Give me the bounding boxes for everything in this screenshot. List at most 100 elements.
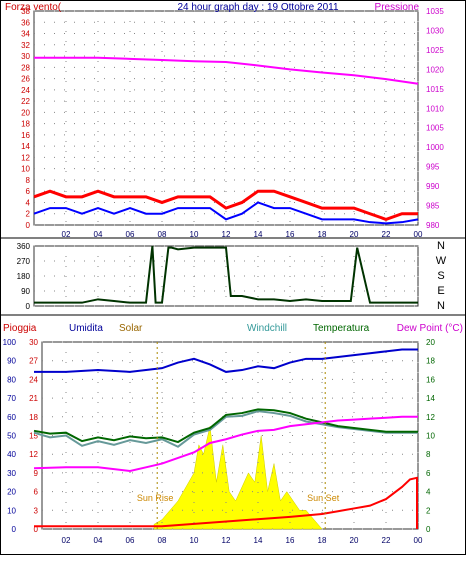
wind-tick-label: 34 [21,30,30,39]
right-tick-label: 10 [426,432,435,441]
direction-tick-label: 90 [21,287,30,296]
direction-tick-label: 0 [26,302,31,311]
wind-tick-label: 6 [26,187,31,196]
x-tick-label: 14 [254,230,263,239]
temp-tick-label: 24 [29,375,38,384]
compass-label: S [437,270,444,282]
humidity-tick-label: 20 [7,488,16,497]
x-tick-label: 12 [222,536,231,545]
x-tick-label: 10 [190,536,199,545]
humidity-tick-label: 30 [7,469,16,478]
sunset-label: Sun Set [307,493,340,503]
right-tick-label: 16 [426,375,435,384]
humidity-tick-label: 10 [7,506,16,515]
dewpoint-label: Dew Point (°C) [397,323,463,334]
pressure-tick-label: 995 [426,163,440,172]
x-tick-label: 02 [62,536,71,545]
wind-tick-label: 28 [21,63,30,72]
right-tick-label: 4 [426,488,431,497]
x-tick-label: 04 [94,536,103,545]
rain-line [34,476,419,528]
right-tick-label: 12 [426,413,435,422]
temperature-line [33,408,418,444]
temp-tick-label: 3 [34,506,39,515]
wind-tick-label: 12 [21,153,30,162]
sunrise-label: Sun Rise [137,493,174,503]
temp-tick-label: 27 [29,357,38,366]
x-tick-label: 00 [414,230,423,239]
compass-label: N [437,300,445,312]
direction-tick-label: 270 [17,257,31,266]
x-tick-label: 12 [222,230,231,239]
x-tick-label: 00 [414,536,423,545]
x-tick-label: 22 [382,536,391,545]
pressure-line [34,56,419,85]
plot-area-wind [33,10,419,226]
solar-area [153,426,323,530]
wind-direction-line [34,245,418,304]
wind-axis-label: Forza vento( [5,2,62,13]
pressure-tick-label: 1025 [426,46,444,55]
x-tick-label: 18 [318,536,327,545]
wind-tick-label: 16 [21,131,30,140]
pressure-tick-label: 1010 [426,104,444,113]
solar-label: Solar [119,323,143,334]
x-tick-label: 08 [158,230,167,239]
temp-tick-label: 0 [34,525,39,534]
right-tick-label: 0 [426,525,431,534]
x-tick-label: 16 [286,230,295,239]
temperature-label: Temperatura [313,323,370,334]
x-tick-label: 22 [382,230,391,239]
wind-tick-label: 8 [26,176,31,185]
humidity-tick-label: 70 [7,394,16,403]
pressure-tick-label: 980 [426,221,440,230]
wind-tick-label: 20 [21,108,30,117]
pressure-tick-label: 990 [426,182,440,191]
temp-tick-label: 9 [34,469,39,478]
rain-label: Pioggia [3,323,37,334]
x-tick-label: 20 [350,230,359,239]
direction-tick-label: 180 [17,272,31,281]
pressure-axis-label: Pressione [375,2,420,13]
wind-tick-label: 22 [21,97,30,106]
pressure-tick-label: 1015 [426,85,444,94]
wind-tick-label: 32 [21,41,30,50]
x-tick-label: 02 [62,230,71,239]
humidity-line [34,348,418,373]
windchill-label: Windchill [247,323,287,334]
dewpoint-line [33,415,418,473]
wind-tick-label: 4 [26,198,31,207]
wind-tick-label: 30 [21,52,30,61]
pressure-tick-label: 1020 [426,65,444,74]
temp-tick-label: 12 [29,450,38,459]
x-tick-label: 06 [126,536,135,545]
right-tick-label: 6 [426,469,431,478]
temp-tick-label: 15 [29,432,38,441]
x-tick-label: 04 [94,230,103,239]
x-tick-label: 08 [158,536,167,545]
wind-avg-line [33,201,419,225]
compass-label: N [437,240,445,252]
pressure-tick-label: 1005 [426,124,444,133]
humidity-tick-label: 100 [3,338,17,347]
chart-title: 24 hour graph day : 19 Ottobre 2011 [177,2,338,13]
x-tick-label: 16 [286,536,295,545]
wind-gust-line [33,189,418,221]
humidity-tick-label: 60 [7,413,16,422]
compass-label: W [436,255,447,267]
wind-tick-label: 18 [21,120,30,129]
right-tick-label: 18 [426,357,435,366]
pressure-tick-label: 985 [426,202,440,211]
wind-tick-label: 10 [21,165,30,174]
pressure-tick-label: 1000 [426,143,444,152]
x-tick-label: 14 [254,536,263,545]
wind-tick-label: 24 [21,86,30,95]
right-tick-label: 20 [426,338,435,347]
right-tick-label: 14 [426,394,435,403]
x-tick-label: 06 [126,230,135,239]
x-tick-label: 18 [318,230,327,239]
right-tick-label: 2 [426,506,431,515]
humidity-label: Umidita [69,323,103,334]
